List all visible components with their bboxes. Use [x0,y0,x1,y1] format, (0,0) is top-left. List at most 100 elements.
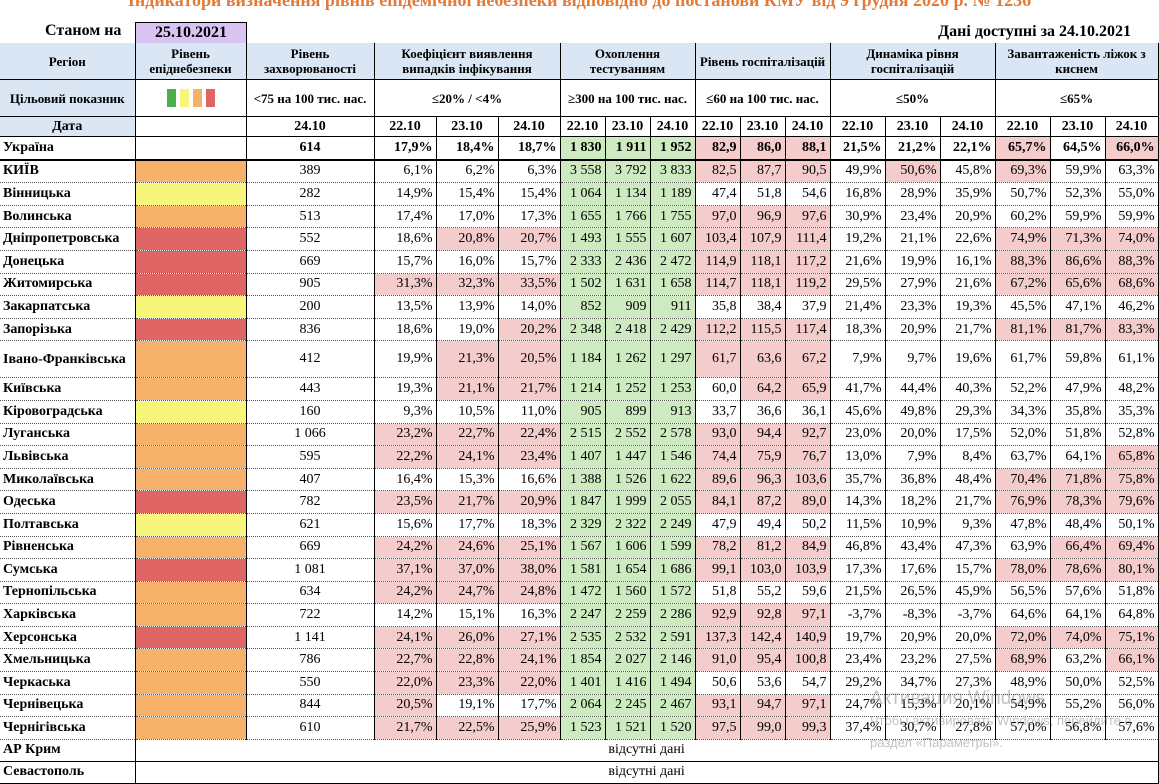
hosp-dynamics-value: 17,5% [940,423,996,447]
testing-value: 3 792 [605,159,651,184]
date-cell: 23.10 [436,116,499,137]
oxygen-beds-value: 66,4% [1050,536,1106,560]
level-swatch-1 [179,89,189,107]
hospitalization-value: 119,2 [785,273,831,297]
detection-value: 23,4% [498,445,561,469]
oxygen-beds-value: 52,8% [1105,423,1159,447]
detection-value: 19,0% [436,318,499,342]
detection-value: 22,0% [498,671,561,695]
hosp-dynamics-value: 49,8% [885,400,941,424]
hosp-dynamics-value: 37,4% [830,716,886,740]
hospitalization-value: 100,8 [785,648,831,673]
testing-value: 1 189 [650,182,696,206]
target-hospitalization: ≤60 на 100 тис. нас. [695,79,831,117]
testing-value: 1 523 [560,716,606,740]
oxygen-beds-value: 88,3% [1105,250,1159,274]
level-swatch-2 [192,89,202,107]
detection-value: 25,1% [498,536,561,560]
testing-value: 1 546 [650,445,696,469]
detection-value: 17,7% [436,513,499,537]
testing-value: 2 591 [650,626,696,650]
testing-value: 1 253 [650,377,696,401]
hospitalization-value: 92,7 [785,423,831,447]
detection-value: 17,0% [436,205,499,229]
region-name: Івано-Франківська [0,340,136,379]
testing-value: 1 631 [605,273,651,297]
incidence-value: 669 [246,536,375,560]
hospitalization-value: 75,9 [740,445,786,469]
oxygen-beds-value: 48,2% [1105,377,1159,401]
detection-value: 6,2% [436,159,499,184]
testing-value: 1 567 [560,536,606,560]
detection-value: 21,1% [436,377,499,401]
oxygen-beds-value: 55,2% [1050,694,1106,718]
no-data-note: відсутні дані [135,739,1159,762]
testing-value: 1 262 [605,340,651,379]
oxygen-beds-value: 64,8% [1105,603,1159,627]
oxygen-beds-value: 47,9% [1050,377,1106,401]
testing-value: 2 055 [650,490,696,514]
oxygen-beds-value: 68,9% [995,648,1051,673]
detection-value: 23,2% [374,423,437,447]
region-name: Одеська [0,490,136,514]
oxygen-beds-value: 59,9% [1050,205,1106,229]
epidemic-level [135,377,247,401]
hosp-dynamics-value: 29,2% [830,671,886,695]
detection-value: 14,2% [374,603,437,627]
hosp-dynamics-value: 19,7% [830,626,886,650]
header-level: Рівень епіднебезпеки [135,43,247,80]
oxygen-beds-value: 64,1% [1050,603,1106,627]
indicators-table: Регіон Рівень епіднебезпеки Рівень захво… [0,43,1159,784]
incidence-value: 621 [246,513,375,537]
epidemic-level [135,182,247,206]
hosp-dynamics-value: 48,4% [940,468,996,492]
region-name: Чернівецька [0,694,136,718]
region-name: Закарпатська [0,295,136,319]
hosp-dynamics-value: 22,6% [940,227,996,251]
hosp-dynamics-value: 27,9% [885,273,941,297]
hospitalization-value: 61,7 [695,340,741,379]
oxygen-beds-value: 75,1% [1105,626,1159,650]
oxygen-beds-value: 52,2% [995,377,1051,401]
detection-value: 24,2% [374,536,437,560]
date-row: Дата 24.10 22.10 23.10 24.10 22.10 23.10 24.1… [0,116,1159,137]
region-name: АР Крим [0,739,136,762]
region-row: Черкаська 550 22,0% 23,3% 22,0% 1 401 1 416 1 4… [0,671,1159,695]
oxygen-beds-value: 69,4% [1105,536,1159,560]
hospitalization-value: 103,4 [695,227,741,251]
region-name: Севастополь [0,761,136,784]
hosp-dynamics-value: 21,4% [830,295,886,319]
region-name: Полтавська [0,513,136,537]
oxygen-beds-value: 81,7% [1050,318,1106,342]
hospitalization-value: 90,5 [785,159,831,184]
detection-value: 23,3% [436,671,499,695]
testing-value: 2 436 [605,250,651,274]
as-of-date: 25.10.2021 [135,22,247,44]
incidence-value: 722 [246,603,375,627]
oxygen-beds-value: 71,3% [1050,227,1106,251]
hosp-dynamics-value: 35,7% [830,468,886,492]
testing-value: 1 555 [605,227,651,251]
detection-value: 22,0% [374,671,437,695]
oxygen-beds-value: 83,3% [1105,318,1159,342]
incidence-value: 786 [246,648,375,673]
testing-value: 1 472 [560,581,606,605]
epidemic-level [135,490,247,514]
oxygen-beds-value: 80,1% [1105,558,1159,582]
date-cell: 23.10 [1050,116,1106,137]
hosp-dynamics-value: 30,9% [830,205,886,229]
detection-value: 22,7% [374,648,437,673]
oxygen-beds-value: 59,9% [1105,205,1159,229]
hosp-dynamics-value: 29,5% [830,273,886,297]
testing-value: 1 134 [605,182,651,206]
hosp-dynamics-value: 27,3% [940,671,996,695]
header-testing: Охоплення тестуванням [560,43,696,80]
detection-value: 26,0% [436,626,499,650]
detection-value: 15,1% [436,603,499,627]
oxygen-beds-value: 52,5% [1105,671,1159,695]
hosp-dynamics-value: 26,5% [885,581,941,605]
date-incidence: 24.10 [246,116,375,137]
detection-value: 23,5% [374,490,437,514]
region-name: Запорізька [0,318,136,342]
date-label: Дата [0,116,136,137]
